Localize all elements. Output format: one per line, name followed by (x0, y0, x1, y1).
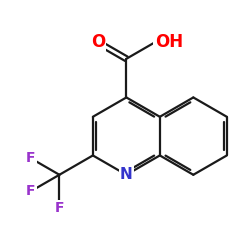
Text: F: F (26, 151, 36, 165)
Text: OH: OH (155, 33, 183, 51)
Text: O: O (91, 33, 105, 51)
Text: F: F (55, 201, 64, 215)
Text: F: F (26, 184, 36, 198)
Text: N: N (120, 167, 133, 182)
